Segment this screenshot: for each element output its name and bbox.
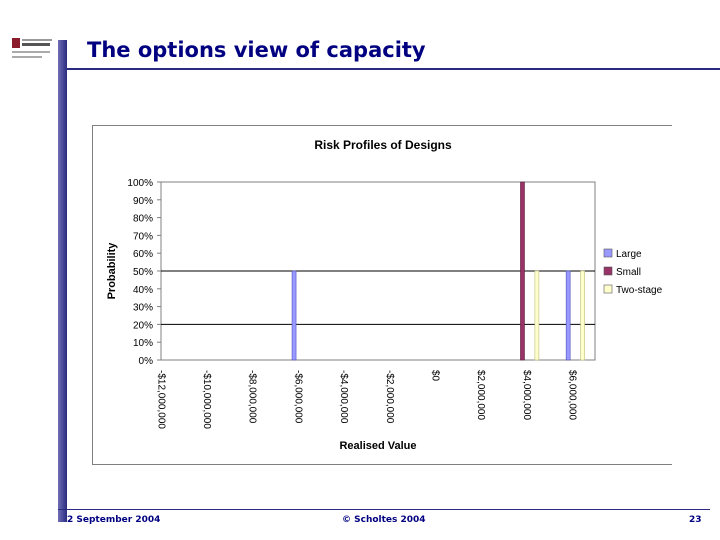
x-tick-label: -$6,000,000 [292,370,303,424]
x-tick-label: -$8,000,000 [247,370,258,424]
bar-small-0 [520,181,525,361]
x-tick-label: -$12,000,000 [155,370,166,429]
x-tick-label: -$2,000,000 [384,370,395,424]
slide-title: The options view of capacity [87,38,426,62]
crest-icon [12,38,20,48]
y-tick-label: 60% [133,249,153,260]
legend-swatch-two-stage [603,284,613,294]
footer-date: 2 September 2004 [67,515,161,525]
y-tick-label: 100% [127,178,153,189]
university-logo [12,38,52,64]
x-tick-label: $6,000,000 [567,370,578,420]
page-number: 23 [689,515,702,525]
x-tick-label: -$4,000,000 [338,370,349,424]
footer-copyright: © Scholtes 2004 [342,515,426,525]
y-tick-label: 0% [139,356,154,367]
legend-label-two-stage: Two-stage [616,285,663,296]
bar-large-0 [291,270,297,361]
risk-profile-chart: Risk Profiles of Designs 0% 10% 20% 30% 40% 50… [106,138,663,452]
y-tick-label: 50% [133,267,153,278]
x-tick-label: $4,000,000 [521,370,532,420]
y-tick-label: 20% [133,320,153,331]
x-axis-label: Realised Value [339,440,416,452]
bar-two-stage-0 [534,270,540,361]
x-tick-label: $2,000,000 [475,370,486,420]
accent-vertical-bar [58,40,67,522]
legend-label-large: Large [616,249,642,260]
title-underline [67,68,720,70]
legend-swatch-small [603,266,613,276]
chart-frame: Risk Profiles of Designs 0% 10% 20% 30% 40% 50… [92,125,672,465]
bar-large-1 [565,270,571,361]
y-tick-label: 90% [133,196,153,207]
y-tick-label: 80% [133,214,153,225]
footer-rule [58,509,710,510]
chart-title: Risk Profiles of Designs [314,138,452,152]
y-tick-label: 70% [133,231,153,242]
y-tick-label: 10% [133,338,153,349]
y-tick-label: 30% [133,303,153,314]
legend-swatch-large [603,248,613,258]
x-tick-label: -$10,000,000 [201,370,212,429]
y-axis-label: Probability [106,242,118,300]
y-tick-label: 40% [133,285,153,296]
legend-label-small: Small [616,267,641,278]
bar-two-stage-1 [580,270,585,361]
x-tick-label: $0 [429,370,440,382]
